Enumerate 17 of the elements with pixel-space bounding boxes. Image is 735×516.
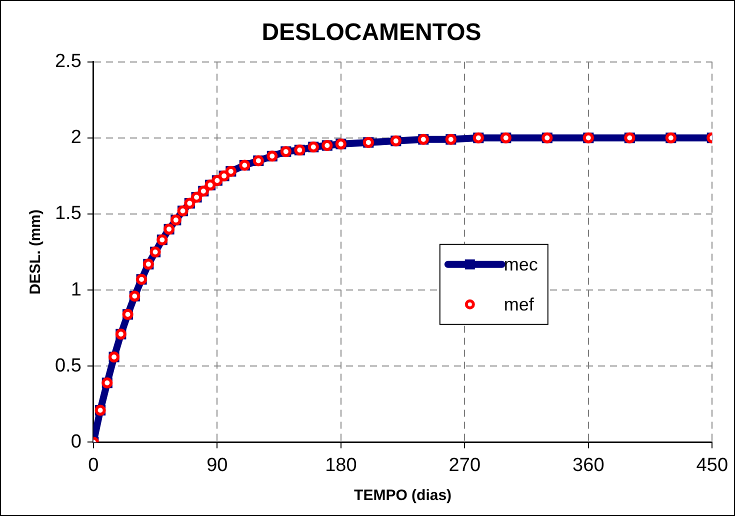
x-axis-title: TEMPO (dias) bbox=[354, 487, 452, 504]
legend-label: mef bbox=[504, 294, 535, 314]
x-tick-label: 450 bbox=[696, 454, 728, 476]
y-tick-label: 2 bbox=[70, 127, 82, 148]
y-tick-label: 0 bbox=[70, 431, 82, 452]
x-tick-label: 0 bbox=[88, 454, 99, 476]
chart-title: DESLOCAMENTOS bbox=[262, 19, 482, 46]
y-tick-label: 1 bbox=[70, 279, 82, 300]
y-tick-label: 2.5 bbox=[54, 51, 82, 72]
y-tick-label: 1.5 bbox=[54, 203, 82, 224]
y-axis-title: DESL. (mm) bbox=[27, 209, 44, 295]
x-tick-label: 180 bbox=[325, 454, 357, 476]
y-tick-label: 0.5 bbox=[54, 355, 82, 376]
legend-label: mec bbox=[504, 254, 538, 274]
x-tick-label: 90 bbox=[206, 454, 228, 476]
x-tick-label: 360 bbox=[572, 454, 604, 476]
x-tick-label: 270 bbox=[448, 454, 481, 476]
